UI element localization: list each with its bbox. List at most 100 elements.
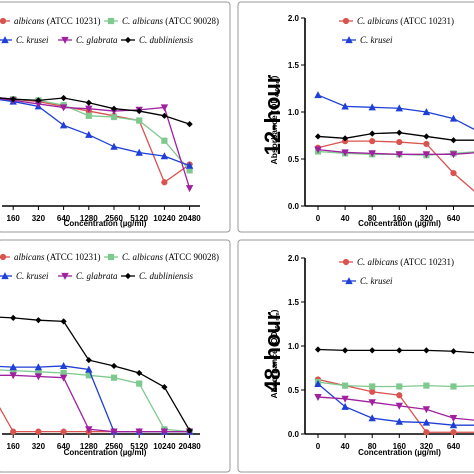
data-point bbox=[368, 150, 376, 158]
x-tick-label: 40 bbox=[341, 442, 350, 451]
legend-suffix: (ATCC 10231) bbox=[398, 257, 454, 267]
data-point bbox=[185, 185, 194, 193]
y-tick-label: 0.5 bbox=[288, 155, 300, 164]
x-tick-label: 80 bbox=[368, 442, 377, 451]
data-point bbox=[314, 379, 322, 387]
legend-entry: C. albicans (ATCC 90028) bbox=[104, 252, 219, 262]
x-tick-label: 320 bbox=[420, 442, 434, 451]
y-tick-label: 0.5 bbox=[288, 386, 300, 395]
data-point bbox=[395, 151, 403, 159]
legend-label: C. krusei bbox=[360, 276, 393, 286]
data-point bbox=[85, 372, 92, 379]
data-point bbox=[449, 151, 458, 159]
x-tick-label: 640 bbox=[57, 442, 71, 451]
data-point bbox=[35, 317, 42, 324]
x-tick-label: 0 bbox=[316, 442, 321, 451]
data-point bbox=[369, 383, 376, 390]
data-point bbox=[314, 346, 322, 353]
data-point bbox=[161, 383, 168, 391]
legend-italic: C. dubliniensis bbox=[139, 271, 194, 281]
data-point bbox=[396, 383, 403, 390]
data-point bbox=[185, 161, 194, 169]
data-point bbox=[314, 393, 322, 401]
series-group bbox=[314, 91, 474, 192]
legend-marker bbox=[61, 272, 69, 280]
chart-panel-top-right: 0.0 0.5 1.0 1.5 2.0 Absorbance (OD490 nm)12-h… bbox=[237, 1, 474, 233]
legend-italic: C. glabrata bbox=[76, 35, 118, 45]
legend-entry: C. krusei bbox=[0, 35, 49, 45]
panel-border bbox=[237, 1, 474, 233]
data-point bbox=[85, 130, 93, 138]
x-tick-label: 640 bbox=[57, 214, 71, 223]
data-point bbox=[136, 380, 143, 387]
legend-marker bbox=[342, 258, 350, 266]
x-tick-label: 20480 bbox=[178, 442, 201, 451]
legend-italic: C. krusei bbox=[16, 35, 49, 45]
legend-marker bbox=[345, 36, 353, 44]
chart-panel-bottom-right: 0.0 0.5 1.0 1.5 2.0 Absorbance (OD490 nm)48-h… bbox=[237, 239, 474, 473]
legend-italic: C. glabrata bbox=[76, 271, 118, 281]
series-group bbox=[314, 346, 474, 436]
legend-marker bbox=[0, 17, 7, 25]
series-line-1 bbox=[0, 369, 190, 433]
data-point bbox=[59, 362, 68, 370]
data-point bbox=[10, 428, 17, 435]
data-point bbox=[60, 94, 67, 102]
data-point bbox=[161, 179, 168, 186]
data-point bbox=[341, 402, 349, 410]
data-point bbox=[136, 369, 143, 377]
chart-panel-bottom-left: 160 320 640 1280 2560 5120 10240 20480 Concentra… bbox=[0, 239, 231, 473]
panel-border bbox=[0, 1, 231, 233]
y-axis-title: Absorbance (OD490 nm) bbox=[269, 75, 281, 164]
data-point bbox=[450, 383, 457, 390]
y-tick-label: 1.0 bbox=[288, 108, 300, 117]
legend-entry: albicans (ATCC 10231) bbox=[0, 252, 101, 262]
legend-entry: C. albicans (ATCC 10231) bbox=[339, 257, 454, 267]
legend-label: C. krusei bbox=[16, 271, 49, 281]
data-point bbox=[160, 104, 169, 112]
legend-italic: C. dubliniensis bbox=[139, 35, 194, 45]
y-tick-label: 1.5 bbox=[288, 61, 300, 70]
data-point bbox=[314, 133, 322, 140]
x-tick-label: 0 bbox=[316, 214, 321, 223]
y-tick-label: 1.0 bbox=[288, 342, 300, 351]
legend-label: C. dubliniensis bbox=[139, 35, 194, 45]
series-line-0 bbox=[317, 140, 474, 192]
x-tick-label: 40 bbox=[341, 214, 350, 223]
legend-entry: C. krusei bbox=[342, 35, 393, 45]
data-point bbox=[423, 429, 430, 436]
data-point bbox=[396, 392, 403, 399]
data-point bbox=[450, 348, 457, 355]
data-point bbox=[110, 105, 118, 112]
data-point bbox=[10, 96, 17, 103]
data-point bbox=[369, 138, 376, 145]
data-point bbox=[368, 414, 376, 422]
data-point bbox=[110, 142, 118, 150]
data-point bbox=[342, 382, 349, 389]
data-point bbox=[35, 97, 42, 104]
legend-italic: C. albicans bbox=[357, 16, 398, 26]
legend-entry: C. albicans (ATCC 10231) bbox=[339, 16, 454, 26]
x-tick-label: 1280 bbox=[80, 214, 98, 223]
legend-marker bbox=[1, 272, 9, 280]
legend-entry: C. dubliniensis bbox=[121, 271, 194, 281]
legend-italic: C. krusei bbox=[16, 271, 49, 281]
chart-panel-top-left: 160 320 640 1280 2560 5120 10240 20480 Concentra… bbox=[0, 1, 231, 233]
legend-italic: C. albicans bbox=[122, 252, 163, 262]
data-point bbox=[423, 133, 430, 140]
data-point bbox=[161, 112, 168, 119]
data-point bbox=[422, 406, 431, 414]
data-point bbox=[341, 102, 349, 110]
legend-label: C. krusei bbox=[360, 35, 393, 45]
data-point bbox=[85, 112, 92, 119]
legend-suffix: (ATCC 90028) bbox=[163, 16, 219, 26]
x-tick-label: 160 bbox=[7, 214, 21, 223]
legend-label: C. dubliniensis bbox=[139, 271, 194, 281]
panel-border bbox=[237, 239, 474, 473]
data-point bbox=[85, 356, 92, 364]
legend-label: C. albicans (ATCC 10231) bbox=[357, 16, 454, 26]
data-point bbox=[9, 363, 17, 371]
x-tick-label: 640 bbox=[447, 214, 461, 223]
series-line-4 bbox=[0, 316, 191, 431]
data-point bbox=[186, 167, 193, 174]
